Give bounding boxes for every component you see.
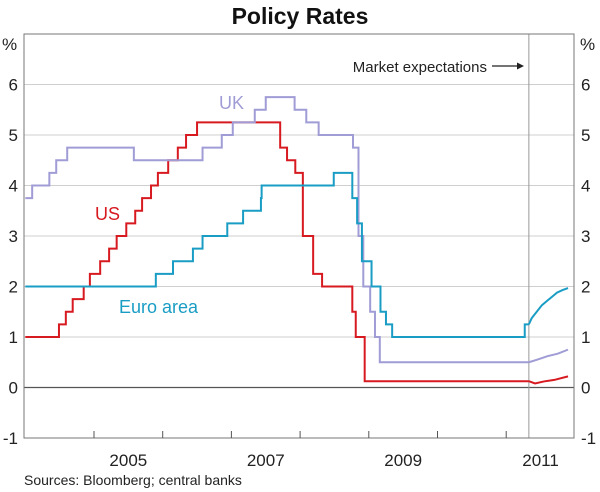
x-tick-label: 2007 bbox=[247, 451, 285, 470]
y-axis-left: -1 0 1 2 3 4 5 6 bbox=[3, 76, 18, 449]
series-line-euro-area bbox=[25, 171, 529, 338]
expectations-line-us bbox=[528, 375, 569, 385]
y-tick-label-right: 6 bbox=[581, 76, 590, 95]
y-tick-label-left: 0 bbox=[9, 379, 18, 398]
series-line-us bbox=[25, 121, 529, 383]
y-tick-label-right: 4 bbox=[581, 177, 590, 196]
series-layer bbox=[25, 96, 569, 385]
market-expectations-label: Market expectations bbox=[353, 59, 487, 76]
y-tick-label-left: -1 bbox=[3, 429, 18, 448]
x-tick-label: 2009 bbox=[384, 451, 422, 470]
y-tick-label-right: -1 bbox=[581, 429, 596, 448]
series-line-uk bbox=[25, 96, 529, 364]
y-tick-label-left: 5 bbox=[9, 126, 18, 145]
y-tick-label-right: 0 bbox=[581, 379, 590, 398]
series-label-uk: UK bbox=[219, 93, 244, 113]
market-expectations-annotation: Market expectations bbox=[353, 59, 524, 76]
y-tick-label-left: 4 bbox=[9, 177, 18, 196]
y-tick-label-left: 1 bbox=[9, 328, 18, 347]
arrow-right-icon bbox=[517, 62, 524, 70]
grid-lines bbox=[24, 34, 574, 438]
y-tick-label-left: 6 bbox=[9, 76, 18, 95]
y-unit-right: % bbox=[580, 35, 595, 54]
x-tick-label: 2011 bbox=[522, 451, 559, 470]
expectations-line-uk bbox=[528, 348, 569, 364]
x-tick-label: 2005 bbox=[109, 451, 147, 470]
expectations-line-euro-area bbox=[527, 287, 569, 325]
y-tick-label-right: 5 bbox=[581, 126, 590, 145]
y-tick-label-right: 3 bbox=[581, 227, 590, 246]
y-tick-label-right: 2 bbox=[581, 278, 590, 297]
series-label-us: US bbox=[95, 204, 120, 224]
y-unit-left: % bbox=[2, 35, 17, 54]
y-tick-label-left: 2 bbox=[9, 278, 18, 297]
y-tick-label-left: 3 bbox=[9, 227, 18, 246]
source-note: Sources: Bloomberg; central banks bbox=[24, 472, 242, 488]
plot-frame bbox=[23, 33, 575, 439]
y-axis-right: -1 0 1 2 3 4 5 6 bbox=[581, 76, 596, 449]
series-label-euro-area: Euro area bbox=[119, 297, 199, 317]
chart-title: Policy Rates bbox=[232, 3, 369, 29]
y-tick-label-right: 1 bbox=[581, 328, 590, 347]
x-axis: 2005 2007 2009 2011 bbox=[93, 431, 559, 470]
